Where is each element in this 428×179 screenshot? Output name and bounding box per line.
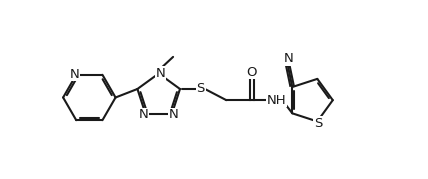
Text: S: S (314, 117, 322, 130)
Text: N: N (139, 108, 149, 122)
Text: N: N (283, 52, 293, 65)
Text: O: O (247, 66, 257, 79)
Text: NH: NH (267, 94, 287, 107)
Text: N: N (169, 108, 178, 122)
Text: N: N (155, 67, 165, 80)
Text: S: S (196, 83, 205, 95)
Text: N: N (70, 68, 80, 81)
